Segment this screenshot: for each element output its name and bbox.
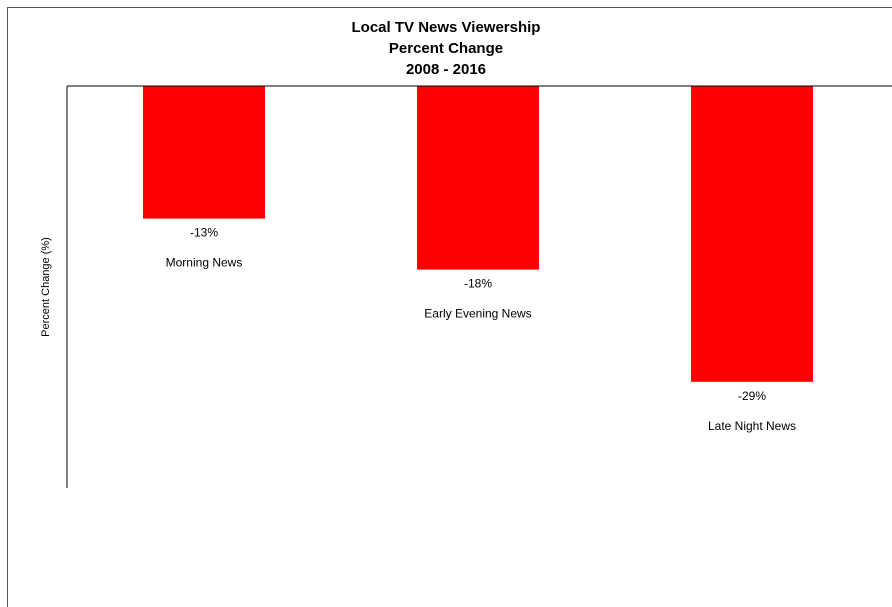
chart-frame xyxy=(7,7,892,607)
chart-title: Local TV News Viewership xyxy=(351,19,541,36)
category-label-2: Early Evening News xyxy=(424,307,531,321)
chart-period: 2008 - 2016 xyxy=(405,61,487,78)
bar-1 xyxy=(143,86,265,219)
bar-3 xyxy=(691,86,813,382)
bars-layer xyxy=(143,86,813,382)
chart-title-block: Local TV News Viewership Percent Change … xyxy=(0,17,892,80)
y-axis-label: Percent Change (%) xyxy=(40,237,52,337)
labels-layer: -13% Morning News -18% Early Evening News -2… xyxy=(166,226,796,433)
data-label-3: -29% xyxy=(738,389,766,403)
bar-2 xyxy=(417,86,539,270)
chart-plot: -13% Morning News -18% Early Evening News -2… xyxy=(40,85,892,488)
data-label-1: -13% xyxy=(190,226,218,240)
data-label-2: -18% xyxy=(464,277,492,291)
category-label-3: Late Night News xyxy=(708,419,796,433)
chart-subtitle: Percent Change xyxy=(388,40,504,57)
category-label-1: Morning News xyxy=(166,256,243,270)
